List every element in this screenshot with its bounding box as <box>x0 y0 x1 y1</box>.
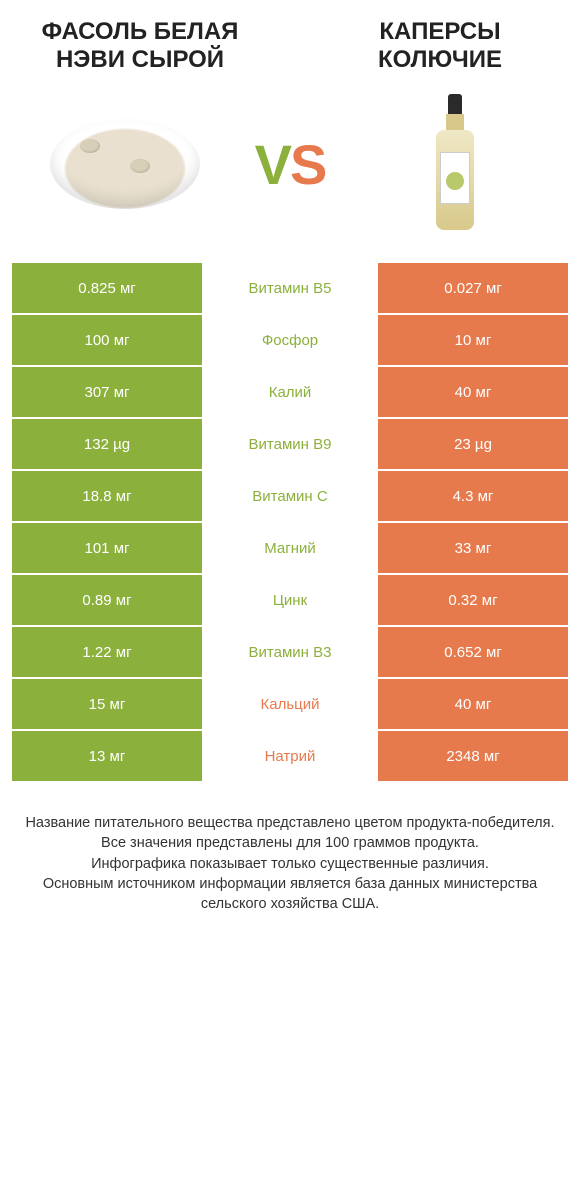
footer-notes: Название питательного вещества представл… <box>0 783 580 914</box>
left-value-cell: 18.8 мг <box>12 471 202 521</box>
right-value-cell: 2348 мг <box>378 731 568 781</box>
left-value-cell: 0.89 мг <box>12 575 202 625</box>
footer-line: Название питательного вещества представл… <box>24 813 556 833</box>
footer-line: Инфографика показывает только существенн… <box>24 854 556 874</box>
vs-letter-v: V <box>255 133 290 196</box>
left-value-cell: 1.22 мг <box>12 627 202 677</box>
footer-line: Основным источником информации является … <box>24 874 556 915</box>
footer-line: Все значения представлены для 100 граммо… <box>24 833 556 853</box>
nutrient-label-cell: Фосфор <box>202 315 378 365</box>
table-row: 132 µgВитамин B923 µg <box>12 419 568 469</box>
right-product-title: КАПЕРСЫ КОЛЮЧИЕ <box>330 18 550 73</box>
right-value-cell: 40 мг <box>378 367 568 417</box>
right-value-cell: 33 мг <box>378 523 568 573</box>
vs-label: VS <box>255 132 326 197</box>
nutrient-label-cell: Калий <box>202 367 378 417</box>
right-value-cell: 4.3 мг <box>378 471 568 521</box>
header: ФАСОЛЬ БЕЛАЯ НЭВИ СЫРОЙ КАПЕРСЫ КОЛЮЧИЕ <box>0 0 580 73</box>
nutrient-label-cell: Натрий <box>202 731 378 781</box>
right-product-image <box>370 89 540 239</box>
table-row: 0.825 мгВитамин B50.027 мг <box>12 263 568 313</box>
beans-icon <box>50 119 200 209</box>
table-row: 13 мгНатрий2348 мг <box>12 731 568 781</box>
right-value-cell: 10 мг <box>378 315 568 365</box>
comparison-table: 0.825 мгВитамин B50.027 мг100 мгФосфор10… <box>0 263 580 781</box>
nutrient-label-cell: Витамин B5 <box>202 263 378 313</box>
table-row: 307 мгКалий40 мг <box>12 367 568 417</box>
images-row: VS <box>0 73 580 263</box>
nutrient-label-cell: Витамин B3 <box>202 627 378 677</box>
left-value-cell: 13 мг <box>12 731 202 781</box>
bottle-icon <box>432 94 478 234</box>
right-value-cell: 40 мг <box>378 679 568 729</box>
table-row: 100 мгФосфор10 мг <box>12 315 568 365</box>
right-value-cell: 0.652 мг <box>378 627 568 677</box>
right-value-cell: 0.027 мг <box>378 263 568 313</box>
left-value-cell: 0.825 мг <box>12 263 202 313</box>
vs-letter-s: S <box>290 133 325 196</box>
nutrient-label-cell: Витамин B9 <box>202 419 378 469</box>
nutrient-label-cell: Кальций <box>202 679 378 729</box>
left-value-cell: 132 µg <box>12 419 202 469</box>
table-row: 0.89 мгЦинк0.32 мг <box>12 575 568 625</box>
right-value-cell: 23 µg <box>378 419 568 469</box>
table-row: 18.8 мгВитамин C4.3 мг <box>12 471 568 521</box>
left-product-title: ФАСОЛЬ БЕЛАЯ НЭВИ СЫРОЙ <box>30 18 250 73</box>
table-row: 1.22 мгВитамин B30.652 мг <box>12 627 568 677</box>
left-value-cell: 100 мг <box>12 315 202 365</box>
left-value-cell: 307 мг <box>12 367 202 417</box>
left-value-cell: 101 мг <box>12 523 202 573</box>
table-row: 101 мгМагний33 мг <box>12 523 568 573</box>
nutrient-label-cell: Магний <box>202 523 378 573</box>
table-row: 15 мгКальций40 мг <box>12 679 568 729</box>
nutrient-label-cell: Цинк <box>202 575 378 625</box>
left-product-image <box>40 89 210 239</box>
left-value-cell: 15 мг <box>12 679 202 729</box>
right-value-cell: 0.32 мг <box>378 575 568 625</box>
nutrient-label-cell: Витамин C <box>202 471 378 521</box>
